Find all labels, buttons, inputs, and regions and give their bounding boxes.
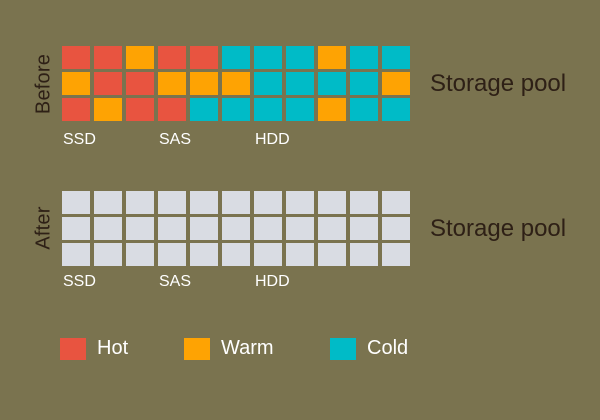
- storage-tile-empty: [62, 243, 90, 266]
- storage-tile-cold: [318, 72, 346, 95]
- legend-item-cold: Cold: [330, 337, 408, 360]
- storage-tile-hot: [126, 98, 154, 121]
- storage-tile-cold: [350, 98, 378, 121]
- storage-tile-cold: [222, 98, 250, 121]
- after-section-label: After: [32, 206, 55, 250]
- storage-tile-warm: [158, 72, 186, 95]
- legend-item-hot: Hot: [60, 337, 128, 360]
- storage-tile-warm: [318, 46, 346, 69]
- tier-label-ssd: SSD: [63, 131, 96, 148]
- storage-tile-hot: [158, 46, 186, 69]
- storage-tile-empty: [350, 243, 378, 266]
- legend-swatch-warm: [184, 337, 210, 360]
- before-storage-pool-label: Storage pool: [430, 70, 567, 97]
- storage-tile-empty: [94, 217, 122, 240]
- legend-label-cold: Cold: [367, 337, 409, 359]
- storage-tile-empty: [222, 191, 250, 214]
- storage-tile-empty: [350, 217, 378, 240]
- storage-tile-empty: [318, 217, 346, 240]
- storage-tile-cold: [286, 72, 314, 95]
- storage-tile-empty: [158, 217, 186, 240]
- legend-swatch-cold: [330, 337, 356, 360]
- storage-tile-hot: [190, 46, 218, 69]
- tier-label-sas: SAS: [159, 131, 192, 148]
- storage-tile-cold: [350, 72, 378, 95]
- storage-tile-empty: [158, 243, 186, 266]
- storage-tile-warm: [94, 98, 122, 121]
- storage-tile-empty: [318, 191, 346, 214]
- storage-tile-cold: [222, 46, 250, 69]
- storage-tile-empty: [62, 217, 90, 240]
- storage-tile-cold: [382, 46, 410, 69]
- storage-tile-empty: [190, 243, 218, 266]
- storage-tile-cold: [382, 98, 410, 121]
- storage-tile-empty: [286, 191, 314, 214]
- storage-tile-empty: [382, 243, 410, 266]
- storage-tile-hot: [94, 72, 122, 95]
- storage-tile-empty: [62, 191, 90, 214]
- legend-label-warm: Warm: [221, 337, 274, 359]
- storage-tile-hot: [62, 46, 90, 69]
- storage-tile-warm: [190, 72, 218, 95]
- storage-tile-empty: [382, 191, 410, 214]
- storage-tile-hot: [94, 46, 122, 69]
- storage-tile-cold: [286, 46, 314, 69]
- after-storage-grid: [62, 191, 410, 266]
- storage-tile-empty: [254, 217, 282, 240]
- before-storage-grid: [62, 46, 410, 121]
- storage-tile-empty: [318, 243, 346, 266]
- legend-item-warm: Warm: [184, 337, 274, 360]
- storage-tile-cold: [350, 46, 378, 69]
- storage-tile-cold: [286, 98, 314, 121]
- storage-tile-empty: [94, 243, 122, 266]
- before-section-label: Before: [32, 53, 55, 115]
- after-storage-pool-label: Storage pool: [430, 215, 567, 242]
- storage-tile-empty: [254, 191, 282, 214]
- tier-label-sas: SAS: [159, 273, 192, 290]
- storage-tile-empty: [222, 243, 250, 266]
- storage-tile-warm: [222, 72, 250, 95]
- storage-tile-warm: [318, 98, 346, 121]
- storage-tile-cold: [254, 46, 282, 69]
- legend: Hot Warm Cold: [0, 337, 600, 360]
- storage-tile-hot: [158, 98, 186, 121]
- legend-swatch-hot: [60, 337, 86, 360]
- storage-tile-cold: [254, 98, 282, 121]
- storage-tile-cold: [190, 98, 218, 121]
- storage-tile-cold: [254, 72, 282, 95]
- storage-tile-empty: [350, 191, 378, 214]
- storage-tile-empty: [190, 191, 218, 214]
- storage-tile-warm: [126, 46, 154, 69]
- legend-label-hot: Hot: [97, 337, 129, 359]
- storage-tile-hot: [62, 98, 90, 121]
- storage-tile-empty: [286, 243, 314, 266]
- storage-tile-empty: [222, 217, 250, 240]
- tier-label-hdd: HDD: [255, 273, 290, 290]
- storage-tile-empty: [158, 191, 186, 214]
- storage-tile-empty: [94, 191, 122, 214]
- storage-tile-empty: [126, 243, 154, 266]
- storage-tile-empty: [286, 217, 314, 240]
- storage-tile-warm: [382, 72, 410, 95]
- storage-tile-empty: [126, 191, 154, 214]
- storage-tile-empty: [190, 217, 218, 240]
- tier-label-hdd: HDD: [255, 131, 290, 148]
- storage-tile-empty: [382, 217, 410, 240]
- storage-tile-hot: [126, 72, 154, 95]
- tier-label-ssd: SSD: [63, 273, 96, 290]
- storage-tile-empty: [126, 217, 154, 240]
- storage-tile-warm: [62, 72, 90, 95]
- storage-tile-empty: [254, 243, 282, 266]
- before-tier-labels: SSD SAS HDD: [0, 131, 600, 151]
- after-tier-labels: SSD SAS HDD: [0, 273, 600, 293]
